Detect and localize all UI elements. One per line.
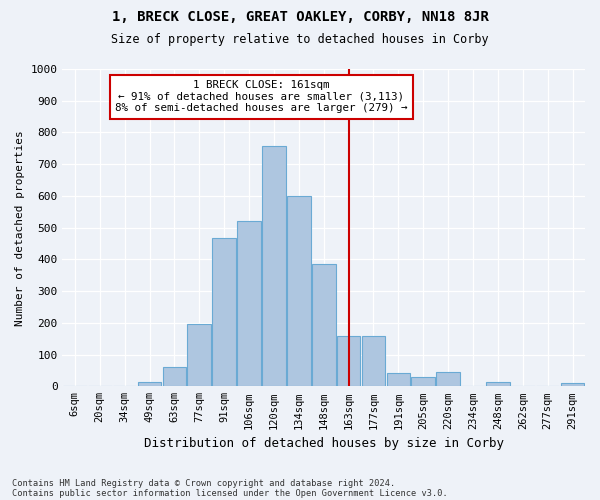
Bar [312,264,335,386]
Bar [163,366,186,386]
Bar [412,378,435,386]
Bar [362,336,385,386]
Text: 1 BRECK CLOSE: 161sqm
← 91% of detached houses are smaller (3,113)
8% of semi-de: 1 BRECK CLOSE: 161sqm ← 91% of detached … [115,80,408,114]
Bar [561,383,584,386]
Bar [386,373,410,386]
Bar [287,196,311,386]
Text: Contains HM Land Registry data © Crown copyright and database right 2024.: Contains HM Land Registry data © Crown c… [12,478,395,488]
Bar [212,238,236,386]
Text: 1, BRECK CLOSE, GREAT OAKLEY, CORBY, NN18 8JR: 1, BRECK CLOSE, GREAT OAKLEY, CORBY, NN1… [112,10,488,24]
Bar [337,336,361,386]
X-axis label: Distribution of detached houses by size in Corby: Distribution of detached houses by size … [144,437,504,450]
Bar [486,382,510,386]
Bar [137,382,161,386]
Bar [237,222,261,386]
Bar [436,372,460,386]
Text: Size of property relative to detached houses in Corby: Size of property relative to detached ho… [111,32,489,46]
Bar [262,146,286,386]
Bar [187,324,211,386]
Text: Contains public sector information licensed under the Open Government Licence v3: Contains public sector information licen… [12,488,448,498]
Y-axis label: Number of detached properties: Number of detached properties [15,130,25,326]
